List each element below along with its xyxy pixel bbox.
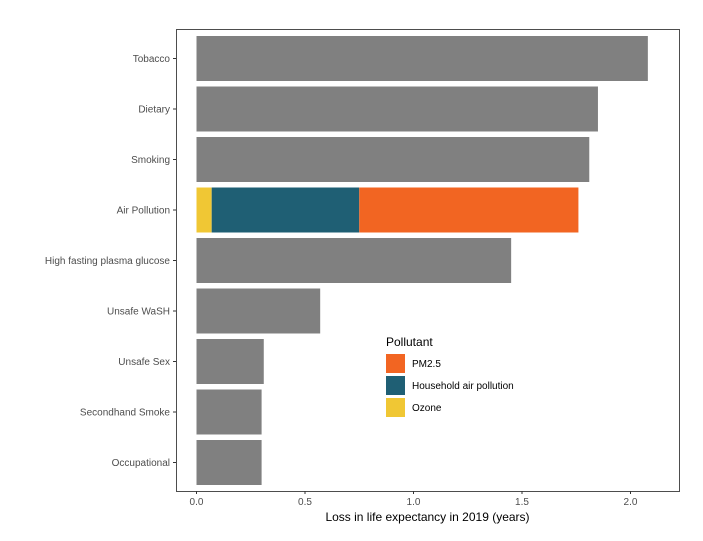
- x-tick-label: 0.5: [298, 497, 312, 508]
- y-tick-label: Unsafe Sex: [118, 357, 170, 368]
- y-tick-label: Smoking: [131, 155, 170, 166]
- bar-occupational: [196, 440, 262, 485]
- bar-air-pollution-household-air-pollution: [211, 187, 360, 233]
- bar-dietary: [196, 86, 598, 132]
- legend-label: Household air pollution: [412, 381, 514, 392]
- y-tick-label: Unsafe WaSH: [107, 307, 170, 318]
- y-tick-label: Air Pollution: [117, 206, 170, 217]
- x-tick-label: 2.0: [624, 497, 638, 508]
- legend-key-pm2-5: [386, 354, 405, 373]
- x-tick-label: 1.0: [407, 497, 421, 508]
- bar-unsafe-sex: [196, 339, 264, 384]
- bar-air-pollution-ozone: [196, 187, 212, 233]
- y-tick-label: Secondhand Smoke: [80, 408, 171, 419]
- bar-tobacco: [196, 36, 648, 81]
- y-axis: Tobacco Dietary Smoking Air Pollution High f…: [45, 54, 176, 469]
- legend: Pollutant PM2.5 Household air pollution Oz…: [386, 335, 514, 417]
- y-tick-label: High fasting plasma glucose: [45, 256, 171, 267]
- bar-unsafe-wash: [196, 288, 321, 334]
- legend-key-ozone: [386, 398, 405, 417]
- legend-title: Pollutant: [386, 335, 433, 349]
- y-tick-label: Tobacco: [133, 54, 171, 65]
- bar-air-pollution-pm2-5: [359, 187, 579, 233]
- y-tick-label: Occupational: [112, 458, 170, 469]
- x-tick-label: 1.5: [515, 497, 529, 508]
- bars-layer: [196, 36, 648, 485]
- bar-high-fasting-plasma-glucose: [196, 238, 512, 283]
- x-tick-label: 0.0: [190, 497, 204, 508]
- bar-secondhand-smoke: [196, 389, 262, 435]
- legend-label: Ozone: [412, 403, 442, 414]
- y-tick-label: Dietary: [138, 105, 170, 116]
- bar-smoking: [196, 137, 590, 182]
- legend-key-household-air-pollution: [386, 376, 405, 395]
- legend-label: PM2.5: [412, 359, 441, 370]
- x-axis-title: Loss in life expectancy in 2019 (years): [325, 510, 529, 524]
- x-axis: 0.0 0.5 1.0 1.5 2.0: [190, 491, 638, 508]
